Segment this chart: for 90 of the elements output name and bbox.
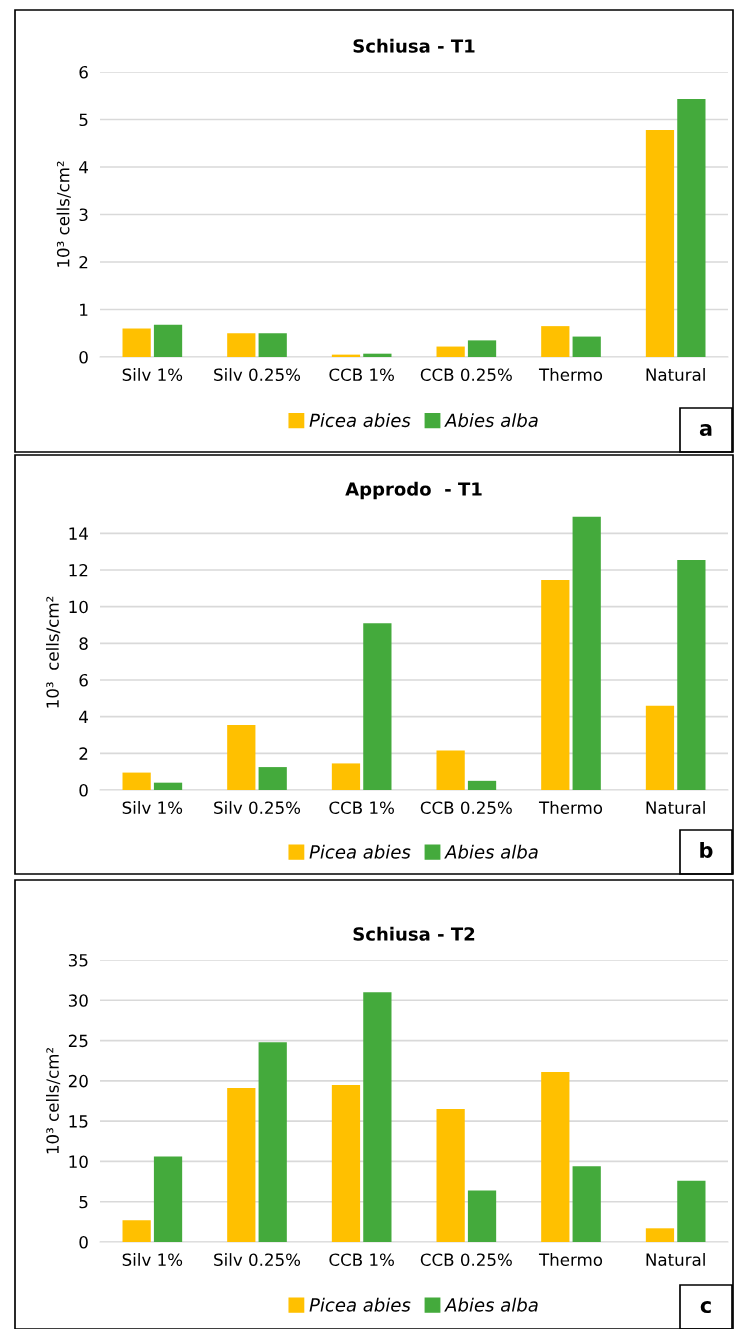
y-tick-label: 10 [69,1155,88,1168]
legend-label: Picea abies [309,413,411,428]
bar [363,623,392,790]
bar [467,1190,497,1242]
bar [645,129,675,357]
bar [227,333,256,357]
bar [677,99,706,357]
y-tick-label: 35 [68,953,88,967]
y-tick-label: 30 [68,994,88,1007]
bar [153,782,183,790]
x-tick-label: Silv 1% [122,801,183,815]
bar [363,992,392,1242]
x-tick-label: Silv 0.25% [214,1253,301,1267]
bar [153,324,183,357]
bar [331,1084,361,1242]
y-axis-title: 10³ cells/cm² [45,596,61,708]
y-axis-title: 10³ cells/cm² [45,1047,61,1154]
x-tick-label: Silv 1% [122,1253,183,1267]
bar [436,346,465,357]
x-tick-label: Natural [646,1253,705,1267]
x-tick-label: CCB 0.25% [420,801,512,815]
y-tick-label: 12 [69,563,88,577]
bar [227,1088,256,1242]
bar [258,333,287,357]
bar [677,559,706,790]
bar [572,516,601,790]
bar [331,763,361,790]
bar [436,1109,465,1242]
bar [541,1071,570,1242]
bar [572,336,601,357]
x-tick-label: Silv 0.25% [214,801,301,815]
chart-title: Approdo - T1 [345,481,482,500]
legend-label: Abies alba [444,844,538,859]
y-tick-label: 4 [79,710,88,723]
y-tick-label: 2 [79,747,88,760]
bar [153,1156,183,1242]
y-tick-label: 0 [79,350,88,364]
chart-title: Schiusa - T1 [353,38,475,53]
x-tick-label: Natural [646,801,705,815]
legend-label: Picea abies [309,1297,411,1312]
y-tick-label: 0 [79,1235,88,1249]
bar [572,1166,601,1242]
y-tick-label: 15 [69,1115,88,1128]
y-tick-label: 6 [79,65,88,79]
legend-label: Abies alba [444,413,538,428]
y-tick-label: 6 [79,673,88,687]
y-tick-label: 4 [79,161,88,174]
x-tick-label: CCB 1% [329,1253,394,1267]
y-tick-label: 5 [79,113,88,127]
bar [122,772,151,790]
x-tick-label: Silv 0.25% [214,368,301,382]
y-tick-label: 5 [79,1195,88,1209]
x-tick-label: CCB 1% [329,801,394,815]
bar [541,326,570,357]
x-tick-label: Thermo [538,801,603,815]
x-tick-label: Thermo [538,368,603,382]
y-tick-label: 3 [79,208,88,222]
chart-title: Schiusa - T2 [353,926,475,941]
bar [645,705,675,790]
bar [122,1220,151,1242]
bar [122,328,151,357]
x-tick-label: Natural [646,368,705,382]
x-tick-label: CCB 1% [329,368,394,382]
bar [467,340,497,357]
legend-label: Abies alba [444,1297,538,1312]
bar [436,750,465,790]
y-tick-label: 20 [68,1074,88,1088]
bar [677,1180,706,1242]
bar [227,724,256,790]
y-tick-label: 0 [79,783,88,797]
text: c [700,1301,711,1314]
y-axis-title: 10³ cells/cm² [56,161,71,267]
text: b [700,841,713,859]
y-tick-label: 1 [80,303,88,316]
bar [645,1228,675,1242]
y-tick-label: 2 [79,255,88,269]
bar [258,767,287,790]
y-tick-label: 8 [79,637,88,650]
text: a [699,424,712,437]
x-tick-label: Silv 1% [122,368,183,382]
x-tick-label: CCB 0.25% [420,1253,512,1267]
y-tick-label: 25 [68,1034,88,1048]
y-tick-label: 14 [69,527,88,540]
x-tick-label: Thermo [538,1253,603,1267]
x-tick-label: CCB 0.25% [420,368,512,382]
bar [541,580,570,790]
y-tick-label: 10 [69,600,88,614]
bar [467,780,497,790]
bar [258,1042,287,1242]
legend-label: Picea abies [309,844,411,859]
